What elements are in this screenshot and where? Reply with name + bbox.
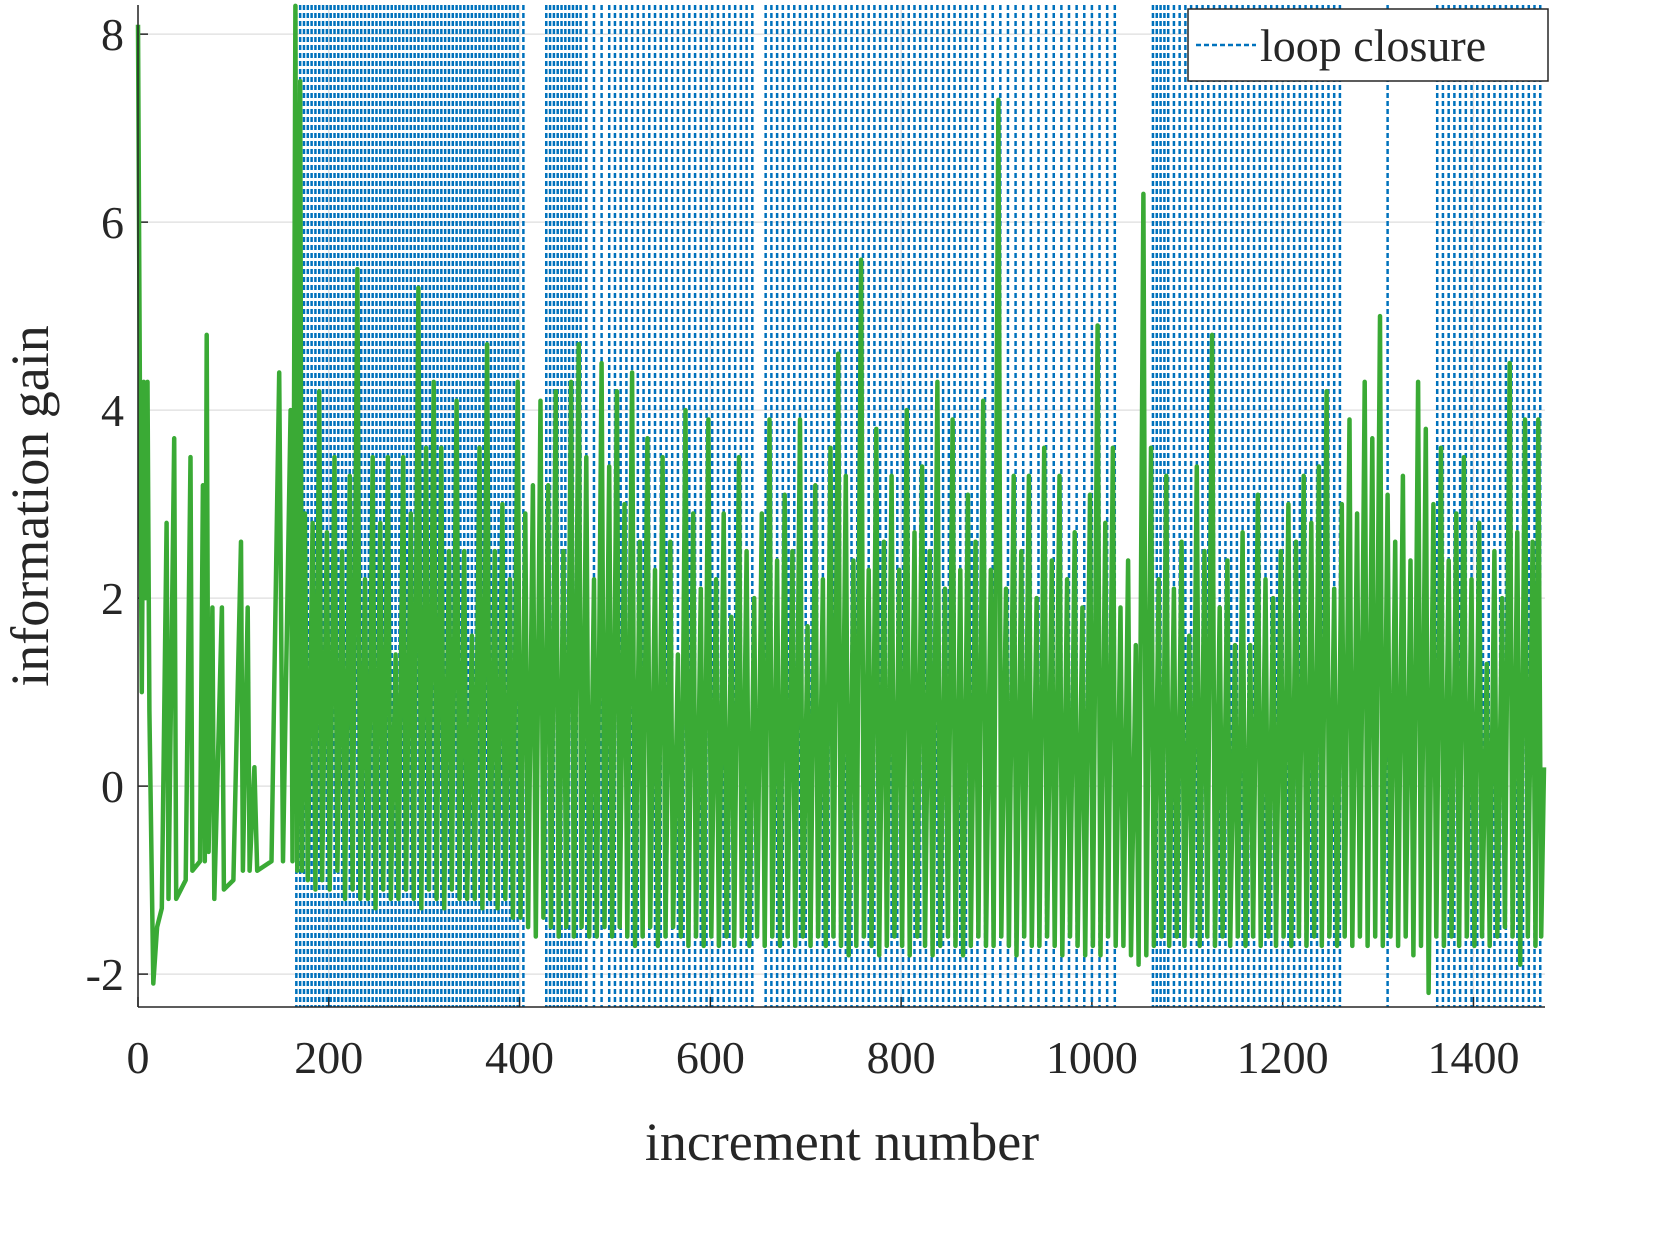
- x-tick-label: 200: [294, 1032, 363, 1083]
- y-tick-label: 0: [101, 761, 124, 812]
- x-tick-label: 400: [485, 1032, 554, 1083]
- x-tick-label: 800: [867, 1032, 936, 1083]
- legend: loop closure: [1187, 8, 1549, 82]
- x-axis-label: increment number: [645, 1112, 1039, 1172]
- x-tick-label: 1000: [1046, 1032, 1138, 1083]
- x-tick-label: 1400: [1427, 1032, 1519, 1083]
- y-tick-label: 2: [101, 573, 124, 624]
- y-tick-label: 4: [101, 385, 124, 436]
- data-line: [135, 3, 1547, 996]
- x-tick-label: 0: [127, 1032, 150, 1083]
- y-tick-label: 8: [101, 9, 124, 60]
- x-tick-label: 1200: [1237, 1032, 1329, 1083]
- y-axis-label: information gain: [0, 325, 60, 686]
- y-tick-label: 6: [101, 197, 124, 248]
- legend-label: loop closure: [1260, 20, 1486, 71]
- x-tick-label: 600: [676, 1032, 745, 1083]
- y-tick-label: -2: [86, 949, 124, 1000]
